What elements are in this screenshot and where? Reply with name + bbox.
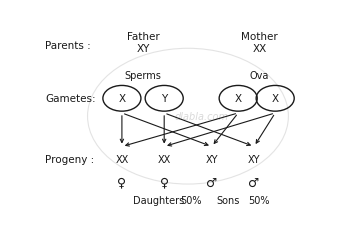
Text: ♀: ♀ xyxy=(117,176,127,189)
Text: Sperms: Sperms xyxy=(124,71,162,81)
Text: XY: XY xyxy=(136,44,150,54)
Text: ♀: ♀ xyxy=(160,176,169,189)
Text: XX: XX xyxy=(252,44,266,54)
Text: XX: XX xyxy=(115,154,129,164)
Text: 50%: 50% xyxy=(249,195,270,205)
Text: Gametes:: Gametes: xyxy=(45,94,96,104)
Text: XX: XX xyxy=(158,154,171,164)
Text: Y: Y xyxy=(161,94,167,104)
Text: Daughters: Daughters xyxy=(133,195,184,205)
Text: XY: XY xyxy=(248,154,260,164)
Text: 50%: 50% xyxy=(180,195,202,205)
Text: ♂: ♂ xyxy=(206,176,217,189)
Text: Parents :: Parents : xyxy=(45,40,91,51)
Text: dlabla.com: dlabla.com xyxy=(174,112,228,122)
Text: Father: Father xyxy=(127,32,160,42)
Text: XY: XY xyxy=(206,154,218,164)
Text: X: X xyxy=(272,94,279,104)
Text: Mother: Mother xyxy=(241,32,278,42)
Text: Ova: Ova xyxy=(250,71,269,81)
Text: X: X xyxy=(235,94,242,104)
Text: Sons: Sons xyxy=(216,195,239,205)
Text: ♂: ♂ xyxy=(249,176,260,189)
Text: X: X xyxy=(118,94,125,104)
Text: Progeny :: Progeny : xyxy=(45,154,94,164)
